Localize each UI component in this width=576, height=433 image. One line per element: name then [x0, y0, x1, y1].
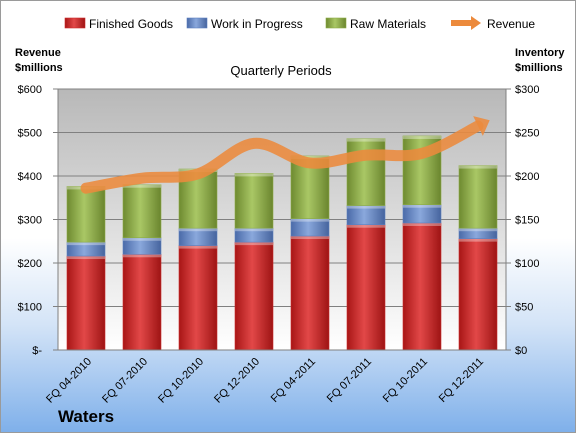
bar-top-highlight — [403, 135, 441, 139]
bar-top-highlight — [291, 218, 329, 222]
right-tick-label: $300 — [515, 84, 539, 96]
right-tick-label: $250 — [515, 128, 539, 140]
right-tick-label: $50 — [515, 302, 533, 314]
legend-swatch — [64, 17, 86, 29]
revenue-arrow-head — [473, 116, 490, 136]
legend-label: Finished Goods — [89, 17, 173, 31]
bar-top-highlight — [179, 228, 217, 232]
bar-top-highlight — [459, 165, 497, 169]
left-tick-label: $500 — [18, 128, 42, 140]
left-axis-label-line1: Revenue — [15, 47, 61, 59]
bar-top-highlight — [403, 222, 441, 226]
bar-top-highlight — [291, 236, 329, 240]
bar-finished-goods — [122, 254, 162, 351]
category-label: FQ 12-2010 — [212, 356, 262, 406]
bar-top-highlight — [123, 184, 161, 188]
category-label: FQ 12-2011 — [437, 356, 486, 405]
bar-top-highlight — [347, 138, 385, 142]
bar-raw-materials — [234, 173, 274, 229]
bar-top-highlight — [179, 245, 217, 249]
bar-finished-goods — [402, 222, 442, 351]
right-tick-label: $0 — [515, 345, 527, 357]
bar-top-highlight — [235, 242, 273, 246]
bar-top-highlight — [123, 254, 161, 258]
category-label: FQ 07-2011 — [325, 356, 374, 405]
bar-group — [66, 135, 498, 351]
right-tick-label: $150 — [515, 215, 539, 227]
category-label: FQ 10-2011 — [381, 356, 430, 405]
left-tick-label: $- — [32, 345, 42, 357]
left-tick-label: $100 — [18, 302, 42, 314]
category-label: FQ 10-2010 — [156, 356, 206, 406]
bar-raw-materials — [346, 138, 386, 206]
left-tick-label: $200 — [18, 258, 42, 270]
category-label: FQ 04-2011 — [269, 356, 318, 405]
left-axis-label-line2: $millions — [15, 62, 63, 74]
chart-title: Quarterly Periods — [230, 63, 332, 78]
bar-finished-goods — [178, 245, 218, 351]
bar-top-highlight — [459, 238, 497, 242]
bar-raw-materials — [458, 165, 498, 229]
bar-finished-goods — [346, 224, 386, 351]
left-tick-label: $400 — [18, 171, 42, 183]
bar-top-highlight — [67, 242, 105, 246]
legend-arrow-icon — [471, 16, 481, 30]
bar-finished-goods — [234, 241, 274, 351]
bar-top-highlight — [459, 228, 497, 232]
bar-top-highlight — [403, 204, 441, 208]
brand-label: Waters — [58, 407, 114, 426]
legend: Finished Goods Work in Progress Raw Materi… — [64, 16, 535, 31]
bar-raw-materials — [66, 186, 106, 243]
revenue-line-group — [80, 116, 490, 194]
left-tick-label: $300 — [18, 215, 42, 227]
bar-finished-goods — [458, 238, 498, 351]
left-tick-label: $600 — [18, 84, 42, 96]
legend-label: Work in Progress — [211, 17, 303, 31]
bar-top-highlight — [347, 205, 385, 209]
legend-swatch — [186, 17, 208, 29]
bar-top-highlight — [67, 256, 105, 260]
right-axis-label-line1: Inventory — [515, 47, 565, 59]
bar-top-highlight — [123, 237, 161, 241]
bar-finished-goods — [66, 255, 106, 351]
bar-top-highlight — [235, 173, 273, 177]
right-tick-label: $200 — [515, 171, 539, 183]
category-label: FQ 04-2010 — [44, 356, 94, 406]
legend-swatch — [325, 17, 347, 29]
revenue-line — [80, 120, 484, 194]
bar-top-highlight — [235, 228, 273, 232]
bar-top-highlight — [347, 224, 385, 228]
bar-finished-goods — [290, 235, 330, 351]
right-tick-label: $100 — [515, 258, 539, 270]
right-axis-label-line2: $millions — [515, 62, 563, 74]
category-label: FQ 07-2010 — [100, 356, 150, 406]
legend-label: Raw Materials — [350, 17, 426, 31]
legend-label: Revenue — [487, 17, 535, 31]
bar-raw-materials — [122, 184, 162, 239]
